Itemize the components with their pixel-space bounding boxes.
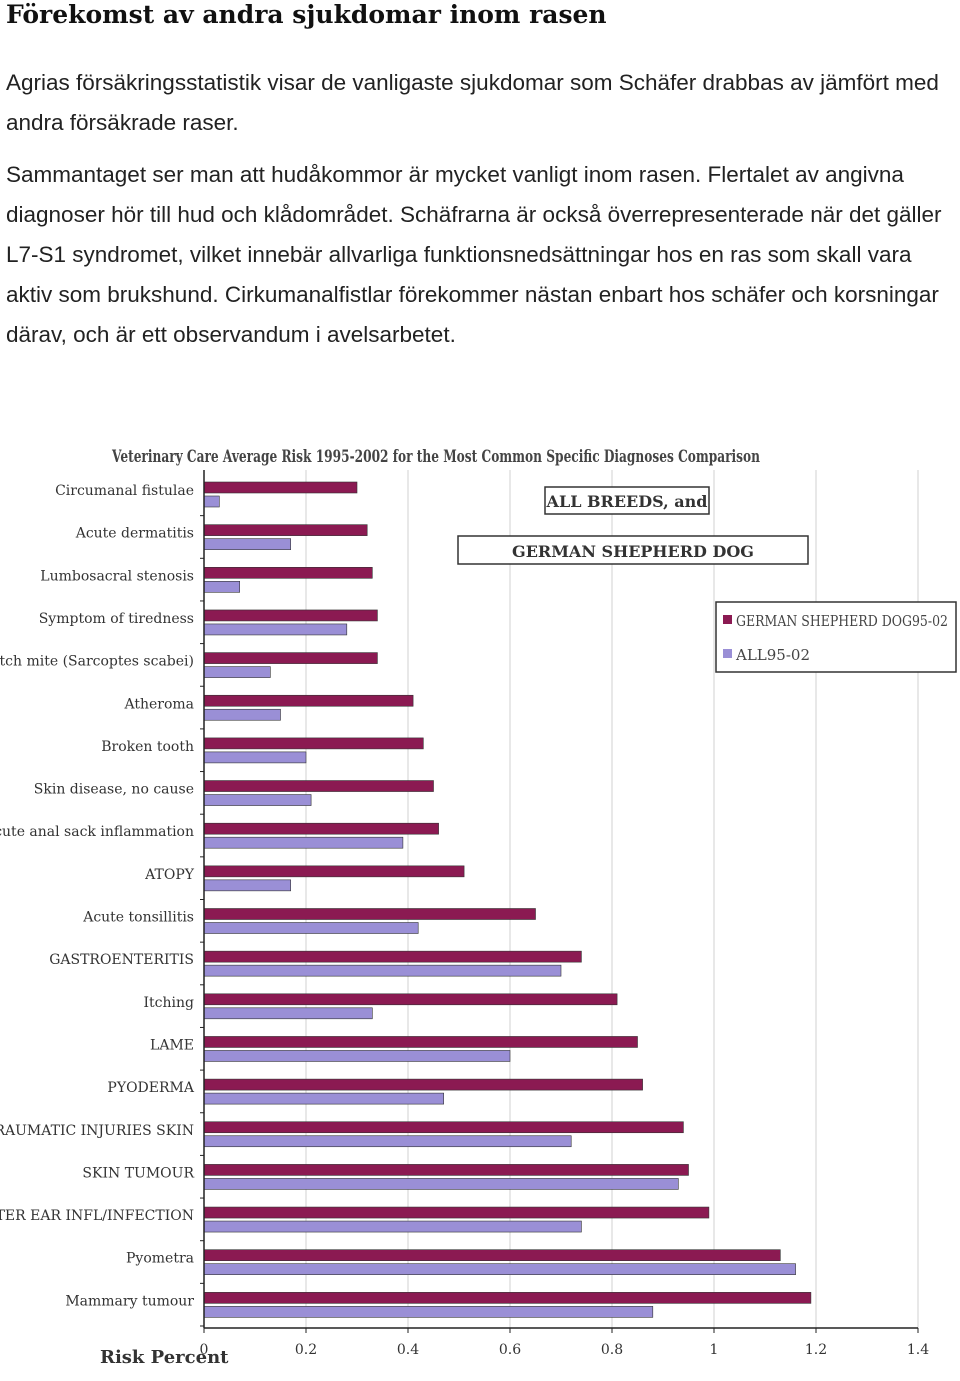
bar-all-pyoderma bbox=[203, 1092, 444, 1105]
chart-x-axis: 0 0.2 0.4 0.6 0.8 1 1.2 1.4 bbox=[200, 470, 929, 1358]
bar-all-lame bbox=[203, 1050, 511, 1062]
category-label-mammary-tumour: Mammary tumour bbox=[65, 1293, 194, 1309]
category-label-skin-disease-no-cause: Skin disease, no cause bbox=[34, 782, 194, 798]
bar-all-traumatic-injuries-skin bbox=[203, 1135, 572, 1148]
bar-gsd-skin-tumour bbox=[203, 1164, 689, 1176]
bar-all-outer-ear-infl-infection bbox=[203, 1220, 582, 1233]
bar-gsd-pyoderma bbox=[203, 1078, 643, 1091]
bar-gsd-acute-dermatitis bbox=[203, 524, 368, 536]
bar-gsd-traumatic-injuries-skin bbox=[203, 1121, 684, 1134]
category-label-outer-ear-infl-infection: OUTER EAR INFL/INFECTION bbox=[0, 1208, 194, 1224]
category-label-pyometra: Pyometra bbox=[126, 1251, 194, 1267]
risk-chart-svg: Veterinary Care Average Risk 1995-2002 f… bbox=[0, 418, 960, 1381]
bar-gsd-gastroenteritis bbox=[203, 950, 582, 963]
bar-all-mammary-tumour bbox=[203, 1306, 654, 1318]
bar-gsd-broken-tooth bbox=[203, 737, 424, 750]
category-label-acute-anal-sack-inflammation: Acute anal sack inflammation bbox=[0, 824, 194, 840]
x-tick-label: 1 bbox=[710, 1342, 719, 1358]
chart-background bbox=[0, 418, 960, 1381]
bar-gsd-mammary-tumour bbox=[203, 1292, 812, 1304]
bar-gsd-acute-anal-sack-inflammation bbox=[203, 822, 439, 835]
bar-all-pyometra bbox=[203, 1263, 796, 1276]
bar-all-atopy bbox=[203, 879, 291, 892]
legend-label-all: ALL95-02 bbox=[735, 646, 810, 664]
bar-gsd-atopy bbox=[203, 865, 465, 878]
annotation-box-gsd bbox=[457, 535, 809, 565]
category-label-lumbosacral-stenosis: Lumbosacral stenosis bbox=[40, 568, 194, 584]
bar-gsd-symptom-of-tiredness bbox=[203, 609, 378, 622]
x-axis-title: Risk Percent bbox=[100, 1347, 229, 1368]
category-label-acute-dermatitis: Acute dermatitis bbox=[75, 526, 194, 542]
annotation-all-breeds: ALL BREEDS, and bbox=[546, 492, 708, 511]
x-tick-label: 0.8 bbox=[601, 1342, 623, 1358]
bar-all-symptom-of-tiredness bbox=[203, 623, 348, 636]
bar-gsd-itch-mite-sarcoptes-scabei bbox=[203, 652, 378, 664]
summary-paragraph: Sammantaget ser man att hudåkommor är my… bbox=[6, 162, 942, 347]
risk-chart: Veterinary Care Average Risk 1995-2002 f… bbox=[0, 418, 960, 1381]
bar-all-broken-tooth bbox=[203, 751, 307, 764]
bar-gsd-skin-disease-no-cause bbox=[203, 780, 434, 792]
bar-all-circumanal-fistulae bbox=[203, 495, 220, 508]
x-tick-label: 0.2 bbox=[295, 1342, 317, 1358]
bar-all-acute-dermatitis bbox=[203, 538, 291, 550]
x-tick-label: 0 bbox=[200, 1342, 209, 1358]
category-label-atopy: ATOPY bbox=[144, 867, 195, 883]
bar-all-lumbosacral-stenosis bbox=[203, 581, 241, 593]
category-label-acute-tonsillitis: Acute tonsillitis bbox=[82, 910, 194, 926]
bar-all-acute-anal-sack-inflammation bbox=[203, 836, 404, 849]
category-label-itching: Itching bbox=[144, 995, 195, 1011]
category-label-itch-mite-sarcoptes-scabei: Itch mite (Sarcoptes scabei) bbox=[0, 654, 194, 670]
document-heading: Förekomst av andra sjukdomar inom rasen bbox=[6, 0, 607, 29]
category-label-broken-tooth: Broken tooth bbox=[101, 739, 194, 755]
category-label-circumanal-fistulae: Circumanal fistulae bbox=[55, 483, 194, 499]
bar-gsd-circumanal-fistulae bbox=[203, 481, 358, 494]
legend-label-gsd: GERMAN SHEPHERD DOG95-02 bbox=[736, 612, 948, 630]
x-tick-label: 0.4 bbox=[397, 1342, 419, 1358]
bar-all-skin-tumour bbox=[203, 1178, 679, 1190]
bar-gsd-outer-ear-infl-infection bbox=[203, 1206, 710, 1219]
chart-bars bbox=[203, 481, 812, 1318]
category-label-gastroenteritis: GASTROENTERITIS bbox=[49, 952, 194, 968]
bar-all-skin-disease-no-cause bbox=[203, 794, 312, 806]
x-tick-label: 1.4 bbox=[907, 1342, 929, 1358]
annotation-gsd: GERMAN SHEPHERD DOG bbox=[512, 542, 754, 561]
category-label-skin-tumour: SKIN TUMOUR bbox=[82, 1165, 194, 1181]
intro-paragraph: Agrias försäkringsstatistik visar de van… bbox=[6, 70, 939, 135]
category-label-atheroma: Atheroma bbox=[123, 696, 194, 712]
x-tick-label: 0.6 bbox=[499, 1342, 521, 1358]
bar-gsd-pyometra bbox=[203, 1249, 781, 1262]
bar-all-itching bbox=[203, 1007, 373, 1020]
legend-swatch-gsd bbox=[723, 615, 732, 624]
legend-box bbox=[715, 601, 957, 673]
category-label-pyoderma: PYODERMA bbox=[107, 1080, 194, 1096]
category-label-lame: LAME bbox=[150, 1037, 194, 1053]
chart-category-labels: Circumanal fistulae Acute dermatitis Lumbo… bbox=[0, 483, 195, 1309]
chart-legend: GERMAN SHEPHERD DOG95-02 ALL95-02 bbox=[715, 601, 957, 673]
bar-all-gastroenteritis bbox=[203, 964, 562, 977]
x-tick-label: 1.2 bbox=[805, 1342, 827, 1358]
bar-gsd-itching bbox=[203, 993, 618, 1006]
bar-gsd-lame bbox=[203, 1036, 638, 1048]
bar-all-acute-tonsillitis bbox=[203, 922, 419, 934]
annotation-box-all-breeds bbox=[544, 486, 710, 515]
bar-all-itch-mite-sarcoptes-scabei bbox=[203, 666, 271, 678]
category-label-traumatic-injuries-skin: TRAUMATIC INJURIES SKIN bbox=[0, 1123, 194, 1139]
category-label-symptom-of-tiredness: Symptom of tiredness bbox=[39, 611, 194, 627]
bar-all-atheroma bbox=[203, 708, 281, 721]
bar-gsd-acute-tonsillitis bbox=[203, 908, 536, 920]
chart-title: Veterinary Care Average Risk 1995-2002 f… bbox=[111, 447, 760, 467]
bar-gsd-lumbosacral-stenosis bbox=[203, 567, 373, 579]
bar-gsd-atheroma bbox=[203, 694, 414, 707]
legend-swatch-all bbox=[723, 649, 732, 658]
